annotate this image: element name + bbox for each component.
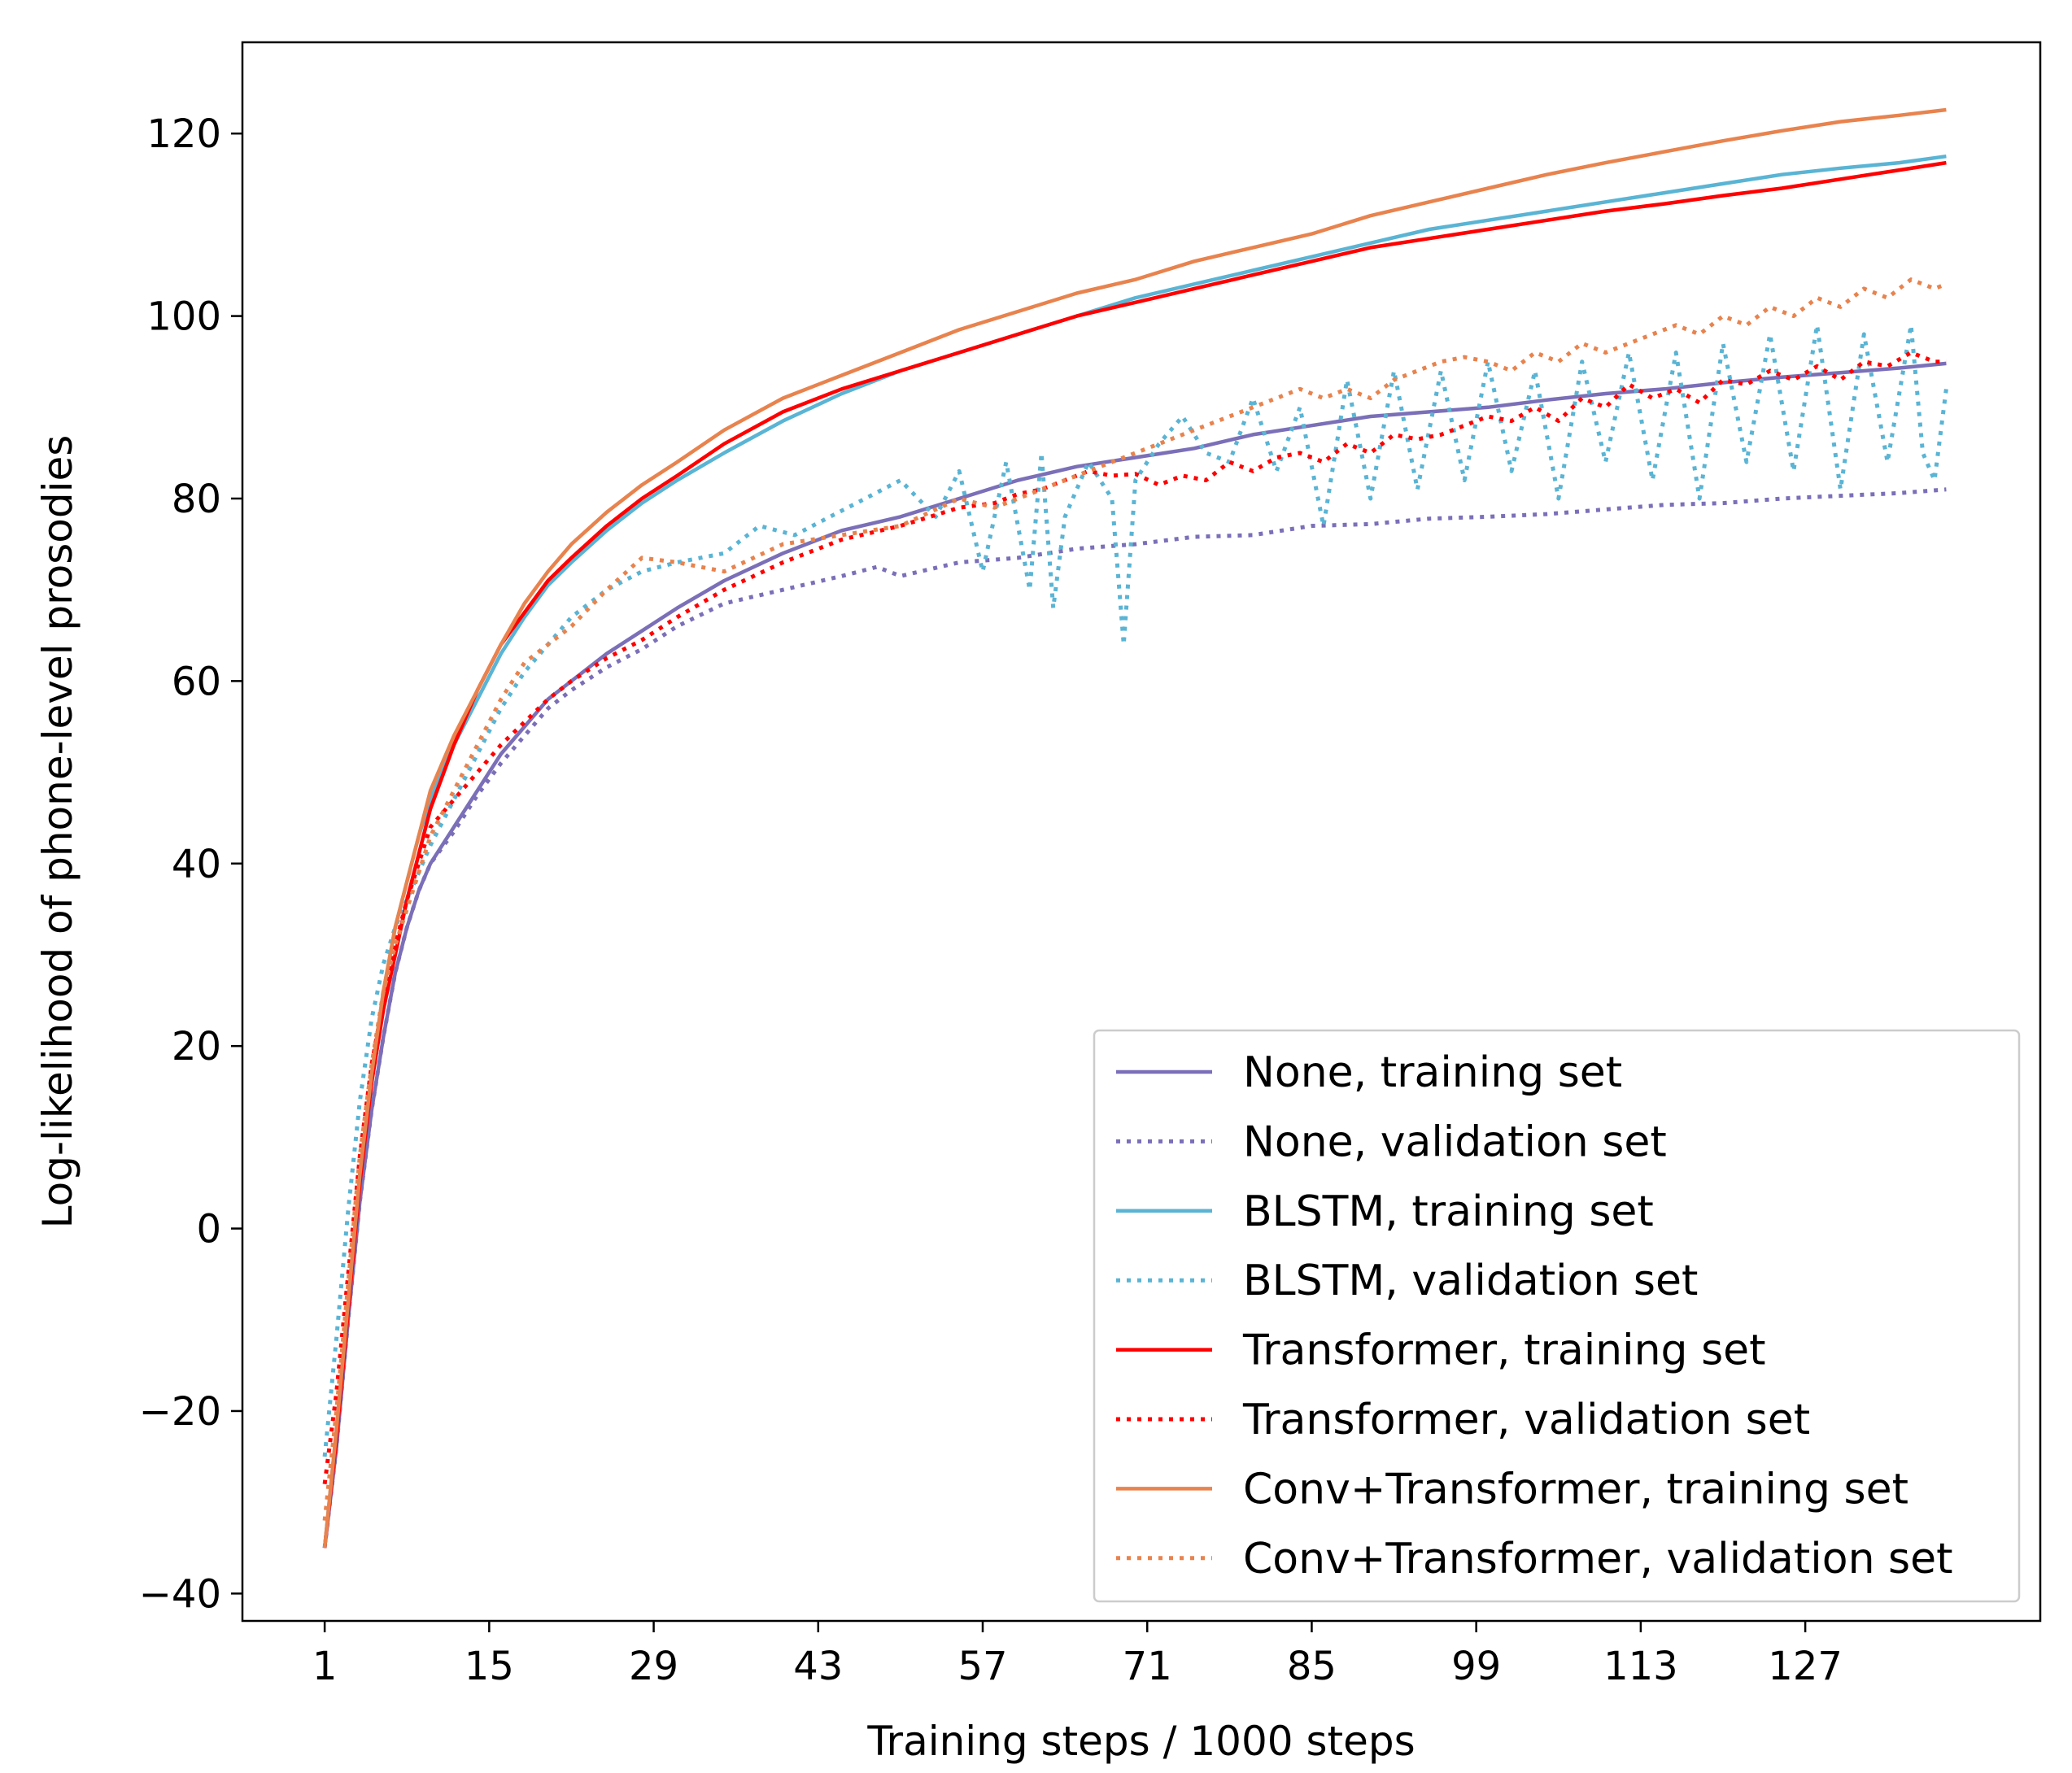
y-tick-label: 120 [146, 111, 221, 157]
y-tick-label: 20 [172, 1024, 221, 1069]
legend-entries: None, training set None, validation set BL… [1116, 1048, 1953, 1584]
legend-label: Transformer, validation set [1242, 1396, 1810, 1444]
axes: 1 15 29 43 57 71 85 99 113 127 −40 −20 0 20 40 60 80 100… [34, 41, 2042, 1765]
x-tick-label: 113 [1603, 1644, 1678, 1689]
legend-label: BLSTM, validation set [1243, 1257, 1698, 1305]
y-tick-label: 60 [172, 659, 221, 704]
y-axis-label: Log-likelihood of phone-level prosodies [34, 435, 81, 1229]
y-tick-label: 0 [196, 1207, 221, 1252]
legend-label: Transformer, training set [1242, 1326, 1766, 1375]
y-axis-ticks: −40 −20 0 20 40 60 80 100 120 [139, 111, 242, 1617]
plot-lines [322, 107, 1948, 1549]
x-tick-label: 85 [1287, 1644, 1337, 1689]
x-tick-label: 1 [312, 1644, 338, 1689]
y-tick-label: 100 [146, 294, 221, 340]
x-tick-label: 99 [1451, 1644, 1501, 1689]
plot-frame [241, 41, 2042, 1623]
legend-label: Conv+Transformer, training set [1243, 1465, 1908, 1514]
legend-box [1093, 1029, 2021, 1603]
x-tick-label: 57 [957, 1644, 1007, 1689]
legend-label: None, validation set [1243, 1117, 1667, 1166]
legend-label: BLSTM, training set [1243, 1187, 1654, 1236]
series-line-7 [322, 107, 1947, 1549]
x-axis-label: Training steps / 1000 steps [866, 1718, 1415, 1765]
x-tick-label: 15 [465, 1644, 514, 1689]
series-line-1 [322, 361, 1947, 1549]
series-line-4 [322, 323, 1948, 1457]
legend-label: None, training set [1243, 1048, 1622, 1097]
y-tick-label: −40 [139, 1571, 221, 1617]
y-tick-label: 80 [172, 477, 221, 522]
y-tick-label: −20 [139, 1389, 221, 1435]
legend: None, training set None, validation set BL… [1093, 1029, 2021, 1603]
series-line-2 [322, 487, 1947, 1549]
x-tick-label: 43 [793, 1644, 843, 1689]
x-axis-ticks: 1 15 29 43 57 71 85 99 113 127 [312, 1621, 1843, 1689]
y-tick-label: 40 [172, 842, 221, 887]
x-tick-label: 127 [1768, 1644, 1843, 1689]
series-line-8 [322, 277, 1948, 1521]
series-line-6 [322, 351, 1947, 1485]
x-tick-label: 71 [1123, 1644, 1172, 1689]
x-tick-label: 29 [629, 1644, 678, 1689]
legend-label: Conv+Transformer, validation set [1243, 1535, 1953, 1584]
